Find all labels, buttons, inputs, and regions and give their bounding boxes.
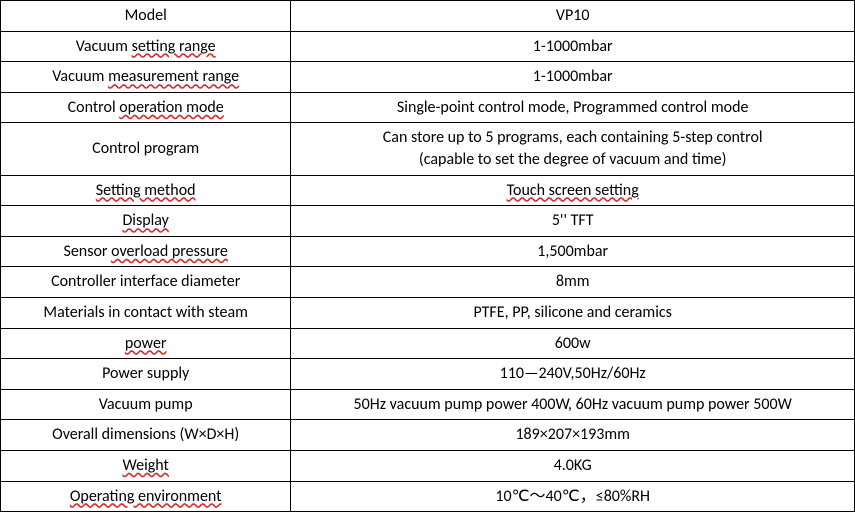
table-row: Setting methodTouch screen setting (1, 175, 855, 206)
table-row: Vacuum measurement range1-1000mbar (1, 62, 855, 93)
spec-value: VP10 (291, 1, 855, 32)
table-row: Sensor overload pressure1,500mbar (1, 236, 855, 267)
table-row: Operating environment10℃～40℃，≤80%RH (1, 481, 855, 512)
spec-label: Vacuum measurement range (1, 62, 291, 93)
spec-value: 4.0KG (291, 450, 855, 481)
spec-value: 8mm (291, 267, 855, 298)
spec-label: Sensor overload pressure (1, 236, 291, 267)
spec-table-container: ModelVP10Vacuum setting range1-1000mbarV… (0, 0, 855, 512)
spec-value: 10℃～40℃，≤80%RH (291, 481, 855, 512)
table-row: Display5'' TFT (1, 206, 855, 237)
spec-value: 1-1000mbar (291, 62, 855, 93)
spec-table: ModelVP10Vacuum setting range1-1000mbarV… (0, 0, 855, 512)
spec-value: 600w (291, 328, 855, 359)
spec-value: 189×207×193mm (291, 420, 855, 451)
table-row: Vacuum setting range1-1000mbar (1, 31, 855, 62)
spec-label: Materials in contact with steam (1, 297, 291, 328)
spec-value: 5'' TFT (291, 206, 855, 237)
spec-table-body: ModelVP10Vacuum setting range1-1000mbarV… (1, 1, 855, 512)
spec-label: Model (1, 1, 291, 32)
spec-value: 50Hz vacuum pump power 400W, 60Hz vacuum… (291, 389, 855, 420)
table-row: Control programCan store up to 5 program… (1, 123, 855, 175)
spec-label: Display (1, 206, 291, 237)
table-row: Vacuum pump50Hz vacuum pump power 400W, … (1, 389, 855, 420)
spec-label: Vacuum setting range (1, 31, 291, 62)
table-row: ModelVP10 (1, 1, 855, 32)
table-row: Weight4.0KG (1, 450, 855, 481)
table-row: power600w (1, 328, 855, 359)
spec-label: Setting method (1, 175, 291, 206)
spec-label: power (1, 328, 291, 359)
spec-label: Controller interface diameter (1, 267, 291, 298)
spec-label: Power supply (1, 359, 291, 390)
spec-label: Control operation mode (1, 92, 291, 123)
spec-label: Weight (1, 450, 291, 481)
spec-label: Control program (1, 123, 291, 175)
spec-value: 1,500mbar (291, 236, 855, 267)
table-row: Power supply110—240V,50Hz/60Hz (1, 359, 855, 390)
spec-label: Vacuum pump (1, 389, 291, 420)
spec-label: Operating environment (1, 481, 291, 512)
spec-value: PTFE, PP, silicone and ceramics (291, 297, 855, 328)
spec-label: Overall dimensions (W×D×H) (1, 420, 291, 451)
table-row: Materials in contact with steamPTFE, PP,… (1, 297, 855, 328)
spec-value: 110—240V,50Hz/60Hz (291, 359, 855, 390)
table-row: Controller interface diameter8mm (1, 267, 855, 298)
spec-value: Single-point control mode, Programmed co… (291, 92, 855, 123)
table-row: Overall dimensions (W×D×H)189×207×193mm (1, 420, 855, 451)
spec-value: Can store up to 5 programs, each contain… (291, 123, 855, 175)
table-row: Control operation modeSingle-point contr… (1, 92, 855, 123)
spec-value: 1-1000mbar (291, 31, 855, 62)
spec-value: Touch screen setting (291, 175, 855, 206)
